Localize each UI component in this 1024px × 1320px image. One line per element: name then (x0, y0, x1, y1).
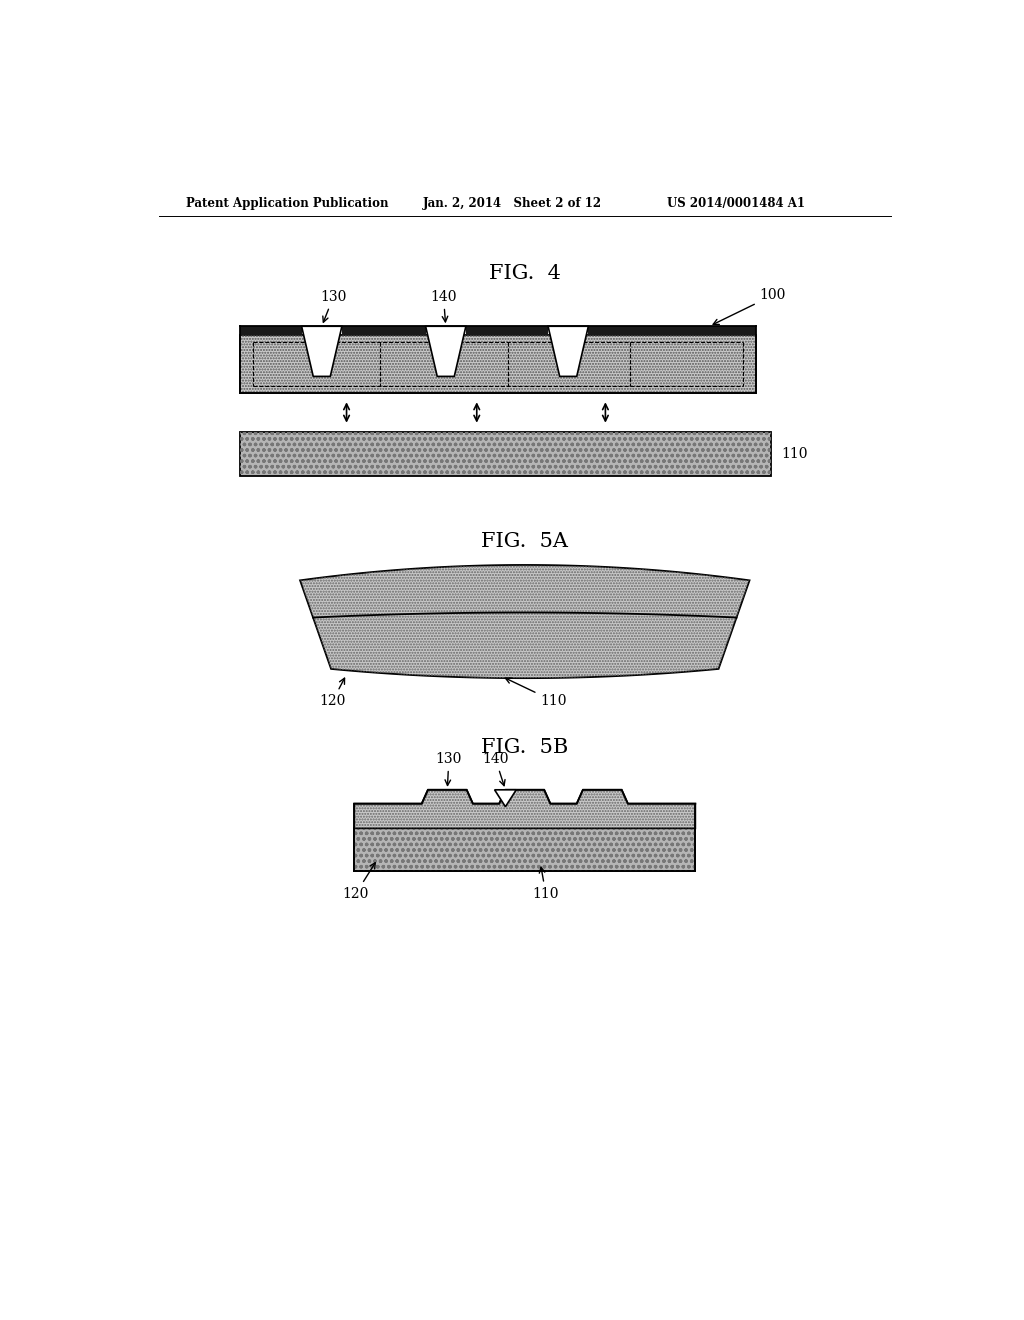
Text: Patent Application Publication: Patent Application Publication (186, 197, 389, 210)
Polygon shape (495, 789, 516, 807)
Text: FIG.  5A: FIG. 5A (481, 532, 568, 552)
Text: 110: 110 (506, 678, 567, 708)
Polygon shape (300, 565, 750, 678)
Polygon shape (466, 326, 548, 335)
Text: 120: 120 (343, 863, 375, 900)
Polygon shape (302, 326, 342, 376)
Polygon shape (426, 326, 466, 376)
Text: 110: 110 (532, 867, 559, 900)
Text: 120: 120 (319, 678, 346, 708)
Text: 140: 140 (482, 752, 509, 785)
Polygon shape (241, 432, 771, 477)
Polygon shape (354, 829, 695, 871)
Polygon shape (589, 326, 756, 335)
Polygon shape (241, 335, 756, 393)
Text: FIG.  4: FIG. 4 (488, 264, 561, 284)
Polygon shape (241, 326, 302, 335)
Text: 130: 130 (435, 752, 462, 785)
Text: Jan. 2, 2014   Sheet 2 of 12: Jan. 2, 2014 Sheet 2 of 12 (423, 197, 602, 210)
Text: 140: 140 (430, 290, 457, 322)
Text: 110: 110 (781, 447, 808, 461)
Polygon shape (354, 789, 695, 829)
Text: 130: 130 (321, 290, 346, 322)
Text: 100: 100 (713, 288, 786, 325)
Polygon shape (342, 326, 426, 335)
Polygon shape (548, 326, 589, 376)
Text: FIG.  5B: FIG. 5B (481, 738, 568, 756)
Text: US 2014/0001484 A1: US 2014/0001484 A1 (667, 197, 805, 210)
